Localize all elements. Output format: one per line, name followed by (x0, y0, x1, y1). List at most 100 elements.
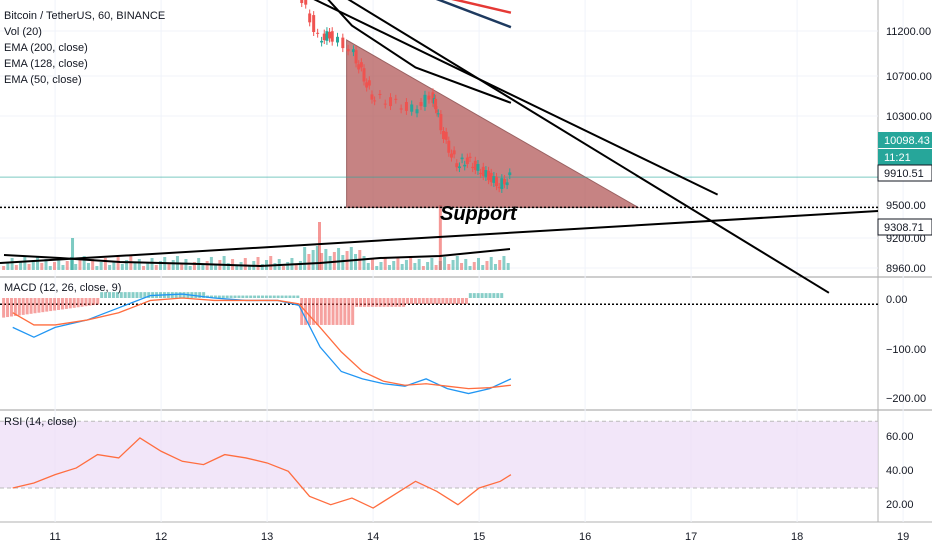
macd-histogram-bar (366, 298, 370, 307)
volume-bar (337, 248, 341, 270)
time-tick-label: 18 (791, 531, 803, 543)
time-tick-label: 11 (49, 531, 60, 543)
macd-histogram-bar (410, 298, 414, 304)
macd-histogram-bar (386, 298, 390, 307)
volume-bar (303, 247, 307, 270)
macd-histogram-bar (60, 298, 64, 310)
macd-histogram-bar (68, 298, 72, 309)
macd-histogram-bar (488, 293, 492, 298)
macd-histogram-bar (280, 295, 284, 298)
macd-histogram-bar (468, 293, 472, 298)
macd-histogram-bar (315, 298, 319, 325)
volume-bar (48, 266, 52, 270)
candle-body (455, 163, 459, 168)
volume-bar (298, 261, 302, 270)
candle-body (341, 37, 345, 49)
macd-histogram-bar (398, 298, 402, 307)
macd-histogram-bar (370, 298, 374, 307)
candle-body (495, 176, 499, 187)
indicator-ema200[interactable]: EMA (200, close) (4, 42, 88, 54)
volume-bar (142, 266, 146, 270)
candle-body (322, 33, 326, 41)
volume-bar (464, 259, 468, 270)
macd-histogram-bar (253, 295, 257, 298)
rsi-band (0, 421, 878, 488)
macd-histogram-bar (100, 292, 104, 298)
macd-histogram-bar (115, 292, 119, 298)
volume-bar (112, 261, 116, 270)
macd-histogram-bar (339, 298, 343, 325)
candle-body (492, 176, 496, 183)
volume-bar (23, 257, 27, 270)
volume-bar (426, 262, 430, 270)
macd-histogram-bar (394, 298, 398, 307)
volume-bar (468, 266, 472, 270)
volume-bar (392, 261, 396, 270)
macd-histogram-bar (17, 298, 21, 316)
time-tick-label: 15 (473, 531, 485, 543)
macd-histogram-bar (139, 292, 143, 298)
macd-histogram-bar (104, 292, 108, 298)
candle-body (399, 108, 403, 110)
volume-bar (171, 260, 175, 270)
candle-body (367, 80, 371, 86)
volume-bar (379, 262, 383, 270)
price-tick-label: 10700.00 (886, 71, 932, 83)
candle-body (442, 131, 446, 140)
macd-histogram-bar (390, 298, 394, 307)
trendline-descending-long (313, 0, 719, 196)
macd-histogram-bar (84, 298, 88, 307)
macd-histogram-bar (92, 298, 96, 306)
macd-histogram-bar (457, 298, 461, 304)
volume-bar (120, 264, 124, 270)
candle-body (431, 92, 435, 103)
macd-histogram-bar (476, 293, 480, 298)
macd-histogram-bar (178, 292, 182, 298)
volume-bar (413, 263, 417, 270)
macd-histogram-bar (123, 292, 127, 298)
volume-bar (74, 264, 78, 270)
time-tick-label: 16 (579, 531, 591, 543)
volume-bar (375, 266, 379, 270)
macd-histogram-bar (37, 298, 41, 313)
candle-body (328, 32, 332, 39)
macd-label[interactable]: MACD (12, 26, close, 9) (4, 282, 122, 294)
candle-body (436, 113, 440, 115)
macd-histogram-bar (413, 298, 417, 304)
rsi-label[interactable]: RSI (14, close) (4, 416, 77, 428)
rsi-line (12, 437, 512, 509)
volume-bar (451, 260, 455, 270)
candle-body (449, 153, 453, 158)
indicator-ema50[interactable]: EMA (50, close) (4, 74, 82, 86)
macd-histogram-bar (327, 298, 331, 325)
time-tick-label: 17 (685, 531, 697, 543)
time-tick-label: 14 (367, 531, 379, 543)
symbol-label[interactable]: Bitcoin / TetherUS, 60, BINANCE (4, 10, 166, 22)
candle-body (383, 103, 387, 105)
macd-tick-label: −200.00 (886, 393, 926, 405)
volume-bar (318, 222, 321, 270)
candle-body (427, 95, 431, 100)
candle-body (471, 166, 475, 169)
candle-body (476, 164, 480, 171)
macd-histogram-bar (351, 298, 355, 325)
candle-body (351, 49, 355, 53)
indicator-vol[interactable]: Vol (20) (4, 26, 42, 38)
macd-histogram-bar (460, 298, 464, 304)
macd-histogram-bar (484, 293, 488, 298)
indicator-ema128[interactable]: EMA (128, close) (4, 58, 88, 70)
macd-histogram-bar (25, 298, 29, 315)
macd-histogram-bar (382, 298, 386, 307)
macd-line (12, 293, 512, 395)
price-tick-label: 8960.00 (886, 263, 926, 275)
volume-bar (19, 261, 23, 270)
volume-bar (40, 263, 44, 270)
volume-bar (31, 260, 35, 270)
candle-body (465, 157, 469, 165)
macd-histogram-bar (2, 298, 6, 318)
macd-histogram-bar (284, 295, 288, 298)
volume-bar (222, 256, 226, 270)
macd-histogram-bar (76, 298, 80, 308)
volume-bar (460, 263, 464, 270)
